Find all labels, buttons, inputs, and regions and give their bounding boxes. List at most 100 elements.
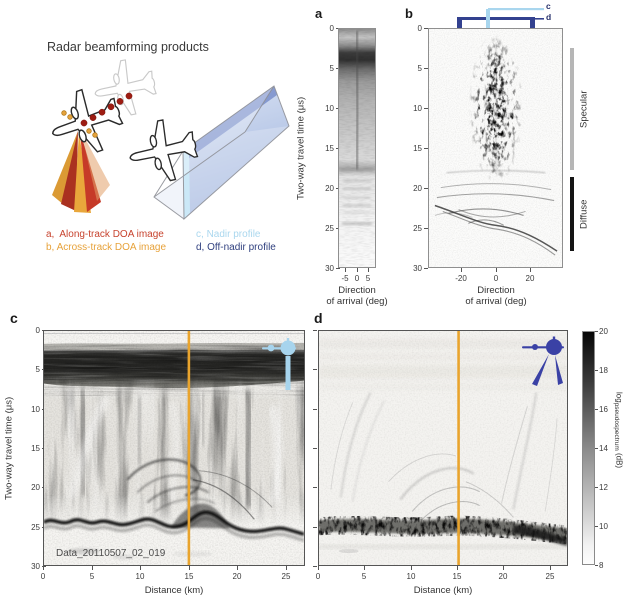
- radargram-off-nadir: [319, 331, 567, 565]
- y-tick-mark: [313, 369, 317, 370]
- profile-location-marker: [187, 331, 191, 565]
- x-tick: 25: [271, 566, 301, 581]
- colorbar-tick: 16: [595, 405, 621, 414]
- off-nadir-beam-right: [555, 355, 563, 385]
- specular-label: Specular: [578, 90, 590, 128]
- panel-b-label: b: [405, 6, 413, 21]
- legend-item-d: d, Off-nadir profile: [196, 242, 276, 253]
- y-tick: 0: [396, 24, 428, 33]
- panel-c-plot: Data_20110507_02_019: [43, 330, 305, 566]
- y-tick: 30: [14, 562, 46, 571]
- y-tick: 10: [396, 104, 428, 113]
- colorbar-gradient: [582, 331, 595, 565]
- y-tick: 15: [14, 444, 46, 453]
- diffuse-label: Diffuse: [578, 199, 590, 229]
- diagram-title: Radar beamforming products: [47, 40, 209, 54]
- x-tick: 10: [396, 566, 426, 581]
- x-tick: 5: [353, 268, 383, 283]
- panel-b-x-axis-title-line2: of arrival (deg): [465, 296, 527, 307]
- y-tick: 0: [308, 24, 340, 33]
- radargram-across-track: [429, 29, 562, 267]
- x-tick: 20: [515, 268, 545, 283]
- colorbar-tick: 20: [595, 327, 621, 336]
- x-tick: -20: [446, 268, 476, 283]
- panel-a-plot: [338, 28, 376, 268]
- off-nadir-bracket-bar: [457, 17, 535, 20]
- data-file-label: Data_20110507_02_019: [56, 548, 166, 559]
- panel-d-label: d: [314, 310, 323, 326]
- x-tick: 0: [28, 566, 58, 581]
- colorbar-tick: 14: [595, 444, 621, 453]
- y-tick: 5: [396, 64, 428, 73]
- x-tick: 0: [303, 566, 333, 581]
- x-tick: 10: [125, 566, 155, 581]
- panel-c-label: c: [10, 310, 18, 326]
- profile-bracket: [457, 8, 544, 28]
- y-tick-mark: [313, 330, 317, 331]
- panel-d-x-axis-title: Distance (km): [413, 585, 473, 596]
- along-track-array-dots: [80, 92, 133, 127]
- y-tick: 25: [396, 224, 428, 233]
- x-tick: 20: [222, 566, 252, 581]
- nadir-slice: [183, 147, 190, 219]
- panel-a-y-axis-title: Two-way travel time (μs): [295, 96, 307, 200]
- doa-beam-fan: [52, 131, 110, 213]
- panel-a-label: a: [315, 6, 323, 21]
- x-tick: 0: [342, 268, 372, 283]
- panel-c-x-axis-title: Distance (km): [144, 585, 204, 596]
- y-tick: 0: [14, 326, 46, 335]
- panel-a-x-axis-title-line1: Direction: [338, 285, 376, 296]
- x-tick: 5: [349, 566, 379, 581]
- colorbar-axis-title: logpseudospectrum (dB): [613, 392, 624, 469]
- profile-location-marker: [457, 331, 460, 565]
- colorbar-tick: 8: [595, 561, 621, 570]
- x-tick: 15: [442, 566, 472, 581]
- y-tick: 30: [308, 264, 340, 273]
- bracket-label-d: d: [546, 12, 552, 22]
- x-tick: 5: [77, 566, 107, 581]
- y-tick-mark: [313, 448, 317, 449]
- diffuse-arcs: [434, 183, 558, 256]
- y-tick: 20: [14, 483, 46, 492]
- y-tick: 5: [308, 64, 340, 73]
- y-tick-mark: [313, 527, 317, 528]
- y-tick: 25: [14, 523, 46, 532]
- y-tick-mark: [313, 409, 317, 410]
- nadir-airplane-icon: [262, 338, 296, 390]
- y-tick: 15: [396, 144, 428, 153]
- nadir-marker-line: [486, 9, 490, 28]
- colorbar-tick: 18: [595, 366, 621, 375]
- y-tick: 5: [14, 365, 46, 374]
- bracket-label-c: c: [546, 1, 551, 11]
- panel-d-plot: [318, 330, 568, 566]
- y-tick-mark: [313, 487, 317, 488]
- x-tick: 20: [488, 566, 518, 581]
- y-tick: 20: [308, 184, 340, 193]
- diffuse-range-bar: [570, 177, 574, 251]
- texture-noise: [319, 331, 567, 565]
- y-tick: 15: [308, 144, 340, 153]
- x-tick: 15: [174, 566, 204, 581]
- radargram-along-track: [339, 29, 375, 267]
- beamforming-illustration: [41, 55, 290, 221]
- off-nadir-airplane-icon: [522, 336, 564, 386]
- y-tick-mark: [313, 566, 317, 567]
- y-tick: 10: [14, 405, 46, 414]
- beamforming-diagram: Radar beamforming products: [0, 0, 310, 300]
- legend-item-b: b, Across-track DOA image: [46, 242, 167, 253]
- colorbar-tick: 12: [595, 483, 621, 492]
- radargram-nadir: [44, 331, 304, 565]
- off-nadir-beam-left: [532, 354, 549, 386]
- colorbar-tick: 10: [595, 522, 621, 531]
- specular-range-bar: [570, 48, 574, 170]
- y-tick: 10: [308, 104, 340, 113]
- panel-b-plot: [428, 28, 563, 268]
- panel-a-x-axis-title-line2: of arrival (deg): [326, 296, 388, 307]
- legend-item-a: a, Along-track DOA image: [46, 229, 164, 240]
- y-tick: 25: [308, 224, 340, 233]
- x-tick: 0: [481, 268, 511, 283]
- nadir-beam: [285, 356, 291, 390]
- y-tick: 20: [396, 184, 428, 193]
- radar-swath-prism: [153, 85, 290, 221]
